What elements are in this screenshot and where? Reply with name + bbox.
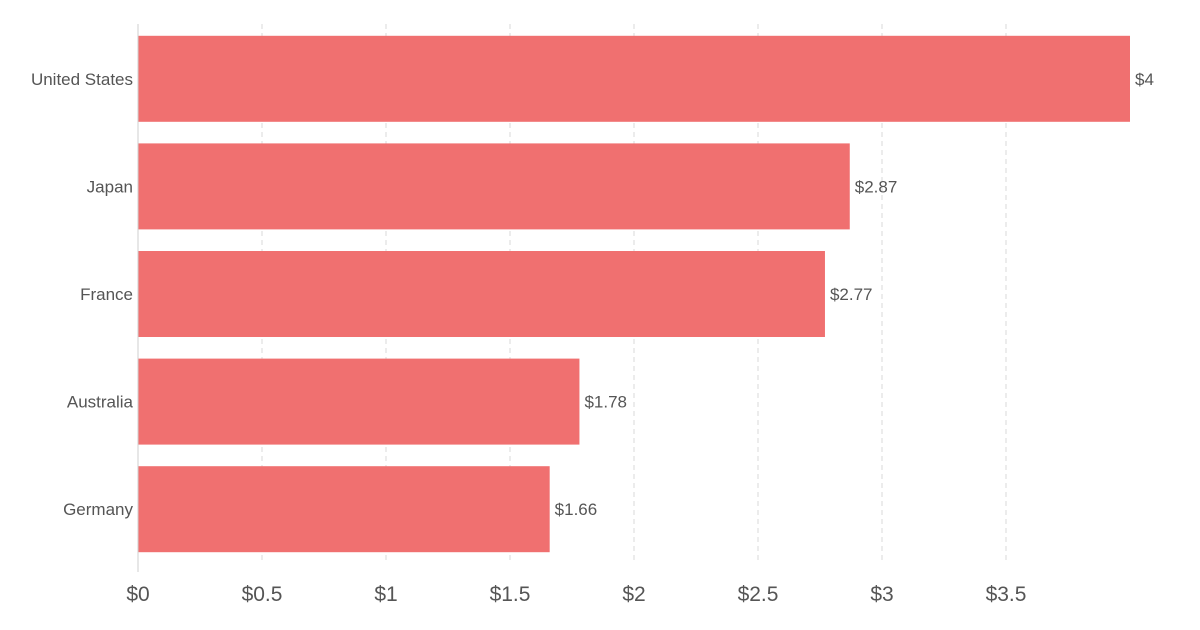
- bar: [138, 466, 550, 553]
- category-label: France: [80, 285, 133, 304]
- value-label: $2.77: [830, 285, 873, 304]
- category-label: Germany: [63, 500, 133, 519]
- x-tick-label: $2.5: [738, 583, 779, 606]
- x-tick-label: $0.5: [242, 583, 283, 606]
- x-tick-label: $1.5: [490, 583, 531, 606]
- category-labels: United States Japan France Australia Germany: [31, 70, 134, 519]
- bar: [138, 143, 850, 230]
- x-tick-label: $3.5: [986, 583, 1027, 606]
- x-tick-label: $0: [126, 583, 149, 606]
- bar: [138, 358, 580, 445]
- category-label: Australia: [67, 393, 134, 412]
- x-tick-label: $1: [374, 583, 397, 606]
- value-label: $1.78: [584, 393, 627, 412]
- x-tick-label: $3: [870, 583, 893, 606]
- bar: [138, 35, 1130, 122]
- value-axis-tick-labels: $0 $0.5 $1 $1.5 $2 $2.5 $3 $3.5: [126, 583, 1026, 606]
- value-labels: $4 $2.87 $2.77 $1.78 $1.66: [555, 70, 1154, 519]
- value-label: $1.66: [555, 500, 598, 519]
- value-label: $2.87: [855, 177, 898, 196]
- category-label: United States: [31, 70, 133, 89]
- category-label: Japan: [87, 177, 133, 196]
- bar: [138, 251, 825, 337]
- value-label: $4: [1135, 70, 1154, 89]
- bars: [138, 35, 1130, 553]
- x-tick-label: $2: [622, 583, 645, 606]
